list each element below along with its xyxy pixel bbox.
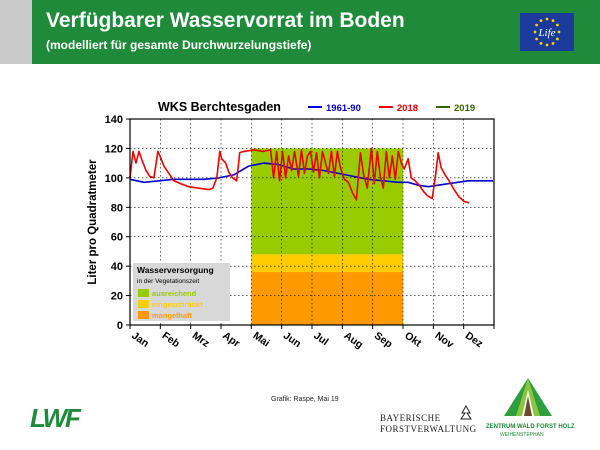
- y-tick-label: 0: [117, 320, 123, 332]
- y-tick-label: 40: [111, 261, 123, 273]
- page-subtitle: (modelliert für gesamte Durchwurzelungst…: [46, 38, 312, 52]
- eu-life-logo: Life: [520, 13, 574, 51]
- x-tick-label: Mrz: [190, 330, 212, 350]
- water-supply-title: Wasserversorgung: [137, 265, 214, 275]
- chart-credit: Grafik: Raspe, Mai 19: [271, 396, 339, 403]
- y-tick-label: 120: [105, 143, 123, 155]
- water-supply-label-0: ausreichend: [152, 289, 197, 298]
- y-tick-label: 100: [105, 173, 123, 185]
- water-supply-box-bg: [133, 263, 230, 321]
- x-tick-label: Jan: [129, 330, 151, 350]
- header-stripe: [0, 0, 32, 64]
- water-supply-label-2: mangelhaft: [152, 311, 193, 320]
- zentrum-text: ZENTRUM WALD FORST HOLZ: [486, 424, 575, 430]
- water-supply-swatch-1: [138, 300, 149, 308]
- x-tick-label: Okt: [402, 330, 424, 350]
- vegetation-band-0: [251, 272, 403, 325]
- x-tick-label: Dez: [463, 330, 485, 351]
- y-tick-label: 140: [105, 114, 123, 126]
- x-tick-label: Jul: [311, 330, 330, 349]
- series-line-0: [129, 162, 493, 188]
- tree-icon: [460, 405, 472, 420]
- page-title: Verfügbarer Wasservorrat im Boden: [46, 9, 405, 32]
- y-tick-label: 80: [111, 202, 123, 214]
- water-supply-swatch-0: [138, 289, 149, 297]
- x-tick-label: Feb: [160, 330, 182, 351]
- water-supply-subtitle: in der Vegetationszeit: [137, 278, 199, 285]
- x-tick-label: Mai: [251, 330, 272, 350]
- series-group: [129, 147, 493, 204]
- lwf-logo: LWF: [30, 403, 81, 433]
- legend-label-2: 2019: [454, 103, 475, 114]
- legend: 1961-90 2018 2019: [308, 103, 475, 114]
- weihenstephan-text: WEIHENSTEPHAN: [500, 432, 544, 438]
- x-tick-label: Sep: [372, 330, 395, 351]
- legend-label-0: 1961-90: [326, 103, 361, 114]
- x-tick-label: Apr: [220, 330, 242, 350]
- chart-title: WKS Berchtesgaden: [158, 100, 281, 114]
- x-tick-label: Jun: [281, 330, 303, 351]
- eu-life-text: Life: [537, 27, 555, 39]
- header-band: [0, 0, 600, 64]
- water-supply-box: Wasserversorgung in der Vegetationszeit au…: [133, 263, 230, 321]
- y-tick-label: 60: [111, 232, 123, 244]
- series-line-1: [129, 147, 470, 204]
- bayerische-text: BAYERISCHE: [380, 413, 441, 423]
- zentrum-logo-icon: [504, 378, 552, 416]
- y-axis-label: Liter pro Quadratmeter: [87, 159, 99, 285]
- y-tick-label: 20: [111, 291, 123, 303]
- x-tick-label: Nov: [433, 330, 456, 351]
- y-axis: 0 20 40 60 80 100 120 140: [105, 114, 130, 332]
- legend-label-1: 2018: [397, 103, 418, 114]
- forstverwaltung-text: FORSTVERWALTUNG: [380, 424, 477, 434]
- x-axis: Jan Feb Mrz Apr Mai Jun Jul Aug Sep Okt Nov Dez: [129, 325, 495, 352]
- water-supply-label-1: eingeschränkt: [152, 300, 203, 309]
- vegetation-band-1: [251, 254, 403, 273]
- water-supply-swatch-2: [138, 311, 149, 319]
- chart: 0 20 40 60 80 100 120 140 Jan Feb Mrz Apr Mai Jun Jul…: [87, 100, 495, 352]
- x-tick-label: Aug: [342, 330, 366, 352]
